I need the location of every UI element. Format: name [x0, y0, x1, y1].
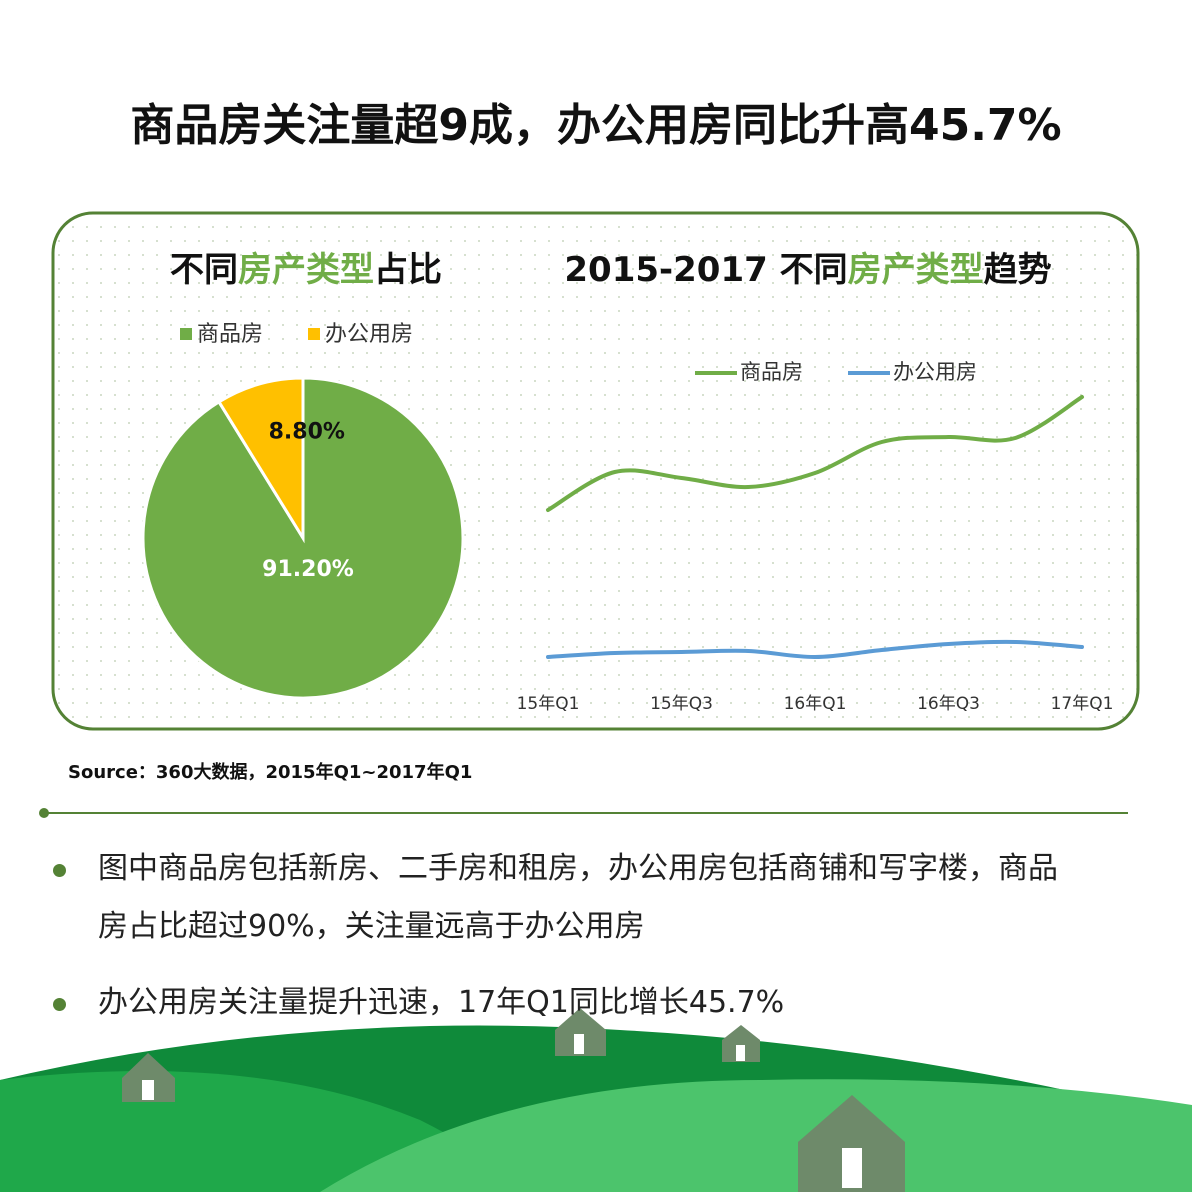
bullet-text: 图中商品房包括新房、二手房和租房，办公用房包括商铺和写字楼，商品房占比超过90%… [98, 851, 1058, 944]
bullet-dot [53, 864, 66, 877]
x-tick-label: 16年Q1 [784, 694, 847, 714]
chart-title: 2015-2017 不同房产类型趋势 [564, 250, 1051, 290]
legend-swatch [308, 328, 320, 340]
legend-label: 商品房 [740, 360, 803, 384]
title-part: 房产类型 [238, 250, 374, 290]
data-label: 8.80% [269, 420, 345, 445]
title-part: 2015-2017 不同 [564, 250, 847, 290]
title-part: 趋势 [984, 250, 1052, 290]
x-tick-label: 15年Q3 [650, 694, 713, 714]
title-part: 房产类型 [848, 250, 984, 290]
x-tick-label: 17年Q1 [1051, 694, 1114, 714]
series-line [546, 639, 1084, 660]
bullet-text: 办公用房关注量提升迅速，17年Q1同比增长45.7% [98, 985, 785, 1020]
source: Source：360大数据，2015年Q1~2017年Q1 [68, 761, 472, 783]
x-tick-label: 16年Q3 [917, 694, 980, 714]
chart-title: 不同房产类型占比 [170, 250, 442, 290]
page-title: 商品房关注量超9成，办公用房同比升高45.7% [130, 100, 1061, 151]
divider-dot [39, 808, 49, 818]
x-tick-label: 15年Q1 [517, 694, 580, 714]
legend-label: 办公用房 [893, 360, 977, 384]
bullet-dot [53, 998, 66, 1011]
series-line [546, 395, 1084, 512]
pie-slice [216, 376, 305, 544]
legend-swatch [180, 328, 192, 340]
title-part: 占比 [374, 250, 442, 290]
title-part: 不同 [170, 250, 238, 290]
legend-label: 商品房 [197, 322, 263, 347]
legend-label: 办公用房 [325, 322, 413, 347]
hills [0, 1008, 1192, 1192]
data-label: 91.20% [262, 557, 354, 582]
